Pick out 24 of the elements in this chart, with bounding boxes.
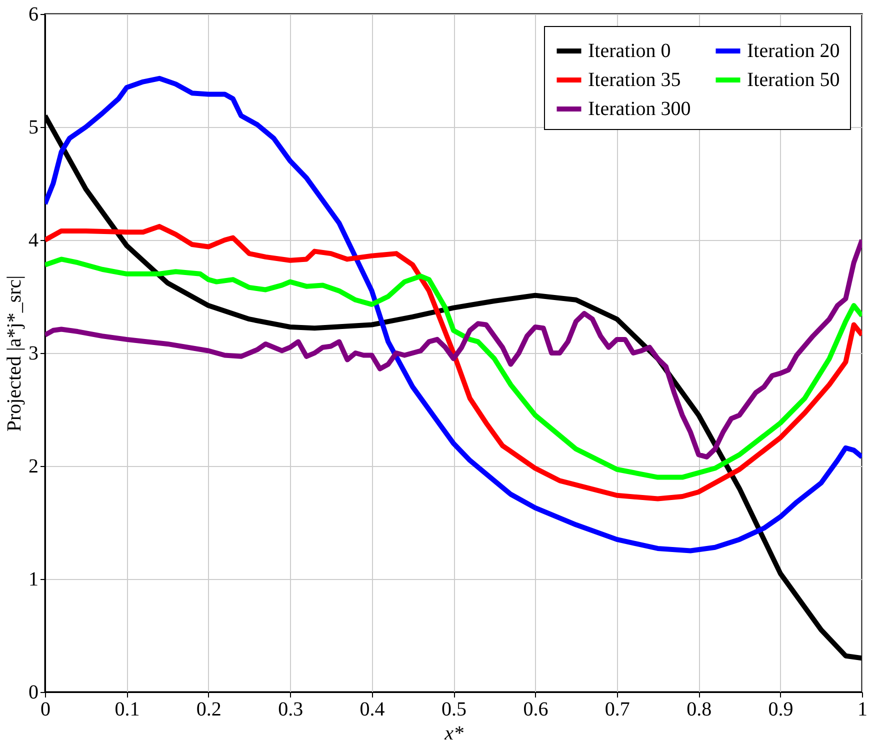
y-tick-label: 2 — [28, 456, 38, 478]
x-tick-label: 0.4 — [360, 698, 385, 720]
y-tick-label: 0 — [28, 682, 38, 704]
x-tick-label: 0.1 — [114, 698, 140, 720]
x-tick-label: 0.3 — [278, 698, 304, 720]
x-tick-label: 1 — [858, 698, 868, 720]
y-tick-label: 5 — [28, 116, 38, 138]
y-axis-title: Projected |a*j*_src| — [4, 275, 26, 432]
y-tick-label: 4 — [28, 230, 38, 252]
legend-label: Iteration 50 — [747, 69, 840, 91]
y-tick-label: 6 — [28, 4, 38, 26]
x-tick-label: 0.9 — [768, 698, 794, 720]
x-tick-label: 0.8 — [686, 698, 712, 720]
legend-label: Iteration 0 — [588, 40, 671, 62]
x-tick-label: 0.5 — [442, 698, 466, 720]
x-tick-label: 0.2 — [196, 698, 222, 720]
y-tick-label: 3 — [28, 342, 38, 364]
x-axis-title: x* — [444, 722, 464, 744]
legend-label: Iteration 35 — [588, 69, 681, 91]
legend-label: Iteration 20 — [747, 40, 840, 62]
y-tick-label: 1 — [28, 568, 38, 590]
legend-label: Iteration 300 — [588, 98, 691, 120]
x-tick-label: 0.7 — [604, 698, 630, 720]
x-tick-label: 0.6 — [523, 698, 548, 720]
